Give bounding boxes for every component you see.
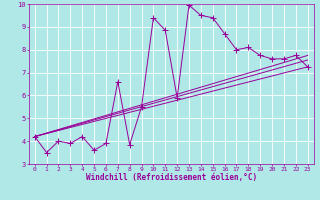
X-axis label: Windchill (Refroidissement éolien,°C): Windchill (Refroidissement éolien,°C) — [86, 173, 257, 182]
